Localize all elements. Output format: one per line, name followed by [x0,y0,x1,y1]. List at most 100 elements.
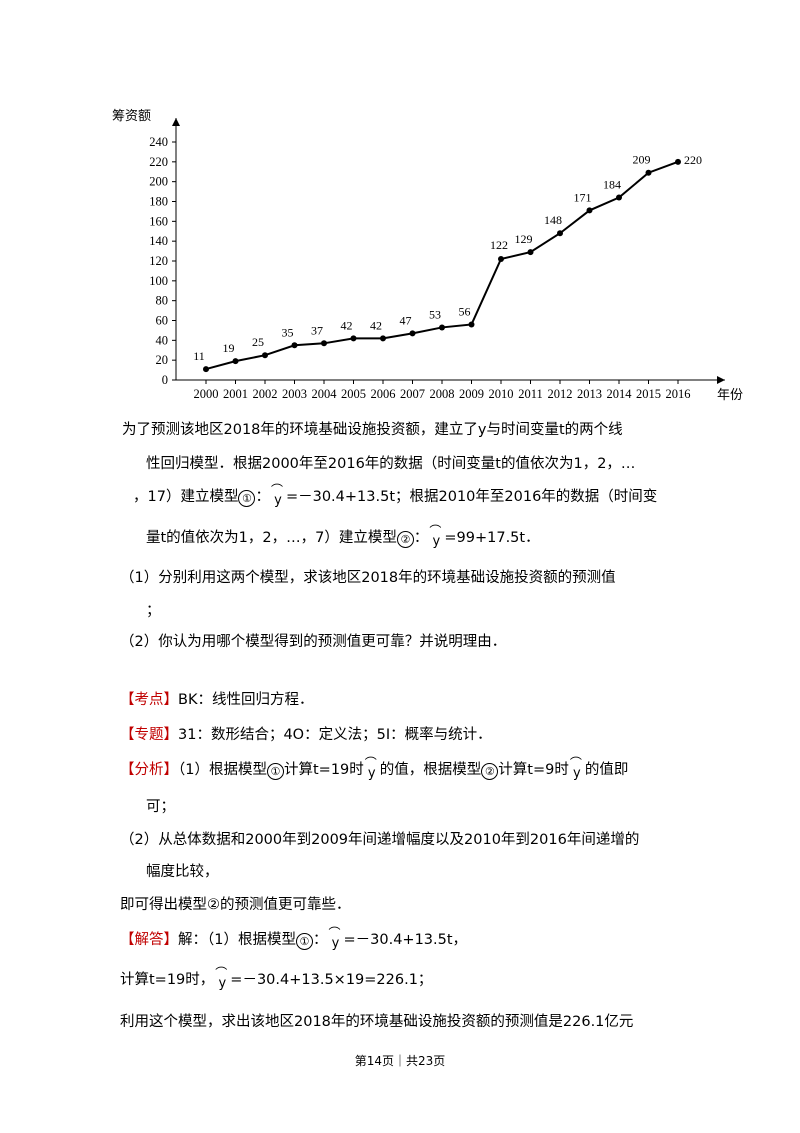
data-point [468,321,475,328]
y-tick-labels: 0 20 40 60 80 100 120 140 160 180 200 220 240 [149,135,168,387]
y-tick-label: 240 [149,135,168,149]
data-label: 129 [515,232,533,246]
intro-line-1: 为了预测该地区2018年的环境基础设施投资额，建立了y与时间变量t的两个线 [122,422,623,438]
kaodian-line: 【考点】BK：线性回归方程． [120,690,313,710]
data-label: 37 [311,323,323,337]
x-tick-label: 2016 [666,387,691,401]
intro-line-3: ，17）建立模型①：y=－30.4+13.5t；根据2010年至2016年的数据… [133,480,658,511]
chart-axes [172,118,725,384]
y-tick-label: 0 [162,373,168,387]
y-hat: y [364,753,380,784]
y-tick-label: 160 [149,214,168,228]
data-label: 148 [544,213,562,227]
y-axis-arrow [172,118,180,126]
data-point [262,352,268,359]
data-point [616,194,622,201]
question-2: （2）你认为用哪个模型得到的预测值更可靠？并说明理由． [120,634,507,650]
kaodian-tag: 【考点】 [120,692,178,708]
circled-one: ① [238,490,256,507]
x-tick-label: 2012 [548,387,573,401]
jieda-text: =－30.4+13.5×19=226.1； [230,972,433,988]
x-tick-label: 2000 [194,387,219,401]
data-point [203,366,209,373]
y-hat: y [270,480,286,511]
x-tick-label: 2007 [400,387,425,401]
jieda-text: 解：（1）根据模型 [178,932,296,948]
data-label: 220 [684,153,702,167]
intro-text: 量t的值依次为1，2，…，7）建立模型 [146,530,397,546]
jieda-text: =－30.4+13.5t， [343,932,468,948]
x-tick-label: 2014 [607,387,633,401]
x-tick-label: 2005 [341,387,366,401]
y-tick-label: 140 [149,234,168,248]
x-tick-label: 2011 [518,387,543,401]
data-point [291,342,298,349]
fenxi-line-2-cont: 幅度比较， [146,864,219,880]
data-point [380,335,386,342]
y-tick-label: 200 [149,175,168,189]
circled-two: ② [396,531,414,548]
colon: ： [312,932,328,948]
x-tick-labels: 2000 2001 2002 2003 2004 2005 2006 2007 2008 2009… [194,387,691,401]
data-label: 42 [341,318,353,332]
x-tick-label: 2002 [253,387,278,401]
fenxi-text: 的值，根据模型 [379,762,482,778]
data-label: 47 [400,313,412,327]
y-tick-label: 40 [156,333,169,347]
jieda-line-3: 利用这个模型，求出该地区2018年的环境基础设施投资额的预测值是226.1亿元 [120,1014,634,1030]
page-footer: 第14页｜共23页 [354,1054,446,1068]
fenxi-line-3: 即可得出模型②的预测值更可靠些． [120,897,351,913]
jieda-text: 计算t=19时， [120,972,215,988]
fenxi-tag: 【分析】 [120,762,178,778]
data-label: 53 [429,307,441,321]
intro-line-2: 性回归模型．根据2000年至2016年的数据（时间变量t的值依次为1，2，… [146,456,636,472]
y-hat: y [428,521,444,552]
data-point [232,358,239,365]
data-label: 209 [633,153,651,167]
data-point [675,158,681,165]
x-tick-label: 2004 [312,387,338,401]
y-hat: y [569,753,585,784]
data-point [527,249,534,256]
question-1: （1）分别利用这两个模型，求该地区2018年的环境基础设施投资额的预测值 [120,570,616,586]
data-point [498,256,504,263]
data-labels: 11 19 25 35 37 42 42 47 53 56 122 129 148 171 184 209 22… [193,153,702,363]
data-point [586,207,593,214]
data-label: 122 [490,238,508,252]
data-points [203,158,681,373]
fenxi-text: 计算t=9时 [498,762,569,778]
data-label: 56 [459,304,471,318]
y-tick-label: 220 [149,155,168,169]
fenxi-line-cont: 可； [146,799,175,815]
series-line [205,160,679,371]
x-tick-label: 2010 [489,387,514,401]
data-label: 25 [252,335,264,349]
model-2-equation: =99+17.5t． [444,530,540,546]
x-tick-label: 2008 [430,387,455,401]
circled-one: ① [266,763,284,780]
data-label: 42 [370,318,382,332]
x-tick-label: 2009 [459,387,484,401]
y-tick-label: 180 [149,195,168,209]
y-tick-label: 20 [156,353,169,367]
y-tick-label: 120 [149,254,168,268]
model-1-equation: =－30.4+13.5t；根据2010年至2016年的数据（时间变 [285,489,658,505]
y-tick-label: 80 [156,294,169,308]
x-axis-title: 年份 [717,388,743,403]
data-label: 171 [574,190,592,204]
data-point [350,335,357,342]
data-point [409,330,416,337]
y-axis-title: 筹资额 [112,108,151,124]
x-tick-label: 2015 [636,387,661,401]
y-tick-label: 60 [156,314,169,328]
fenxi-text: 的值即 [584,762,629,778]
data-point [645,169,652,176]
data-point [439,324,445,331]
jieda-tag: 【解答】 [120,932,178,948]
data-label: 35 [282,325,294,339]
x-tick-label: 2013 [577,387,602,401]
data-point [321,340,327,347]
fenxi-text: 计算t=19时 [283,762,364,778]
